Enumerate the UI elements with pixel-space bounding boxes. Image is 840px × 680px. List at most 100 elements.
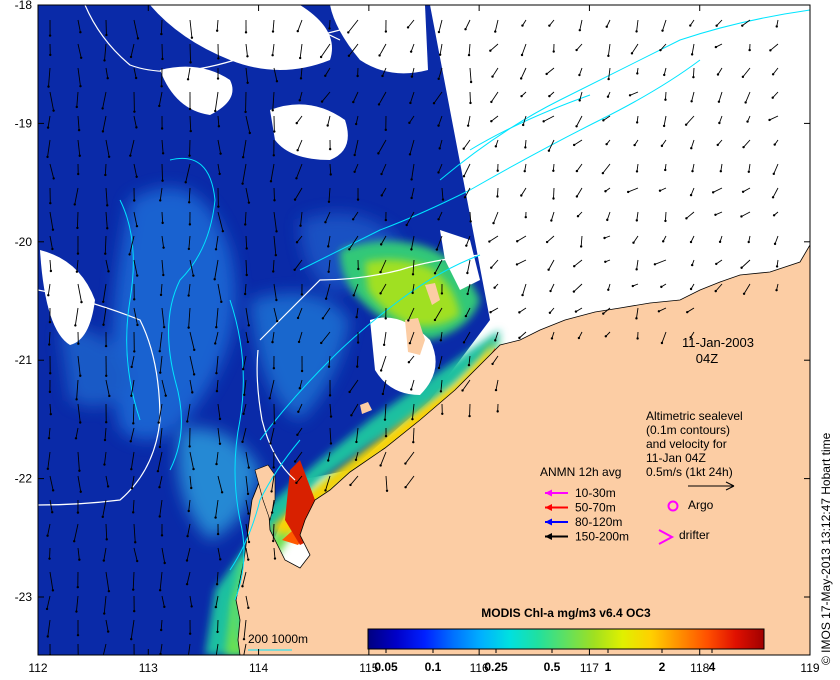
velocity-arrow bbox=[245, 499, 249, 514]
velocity-arrow-head bbox=[685, 217, 688, 220]
velocity-arrow-head bbox=[464, 28, 467, 31]
velocity-arrow-head bbox=[159, 371, 162, 374]
velocity-arrow-head bbox=[51, 228, 55, 231]
velocity-arrow-head bbox=[405, 223, 408, 227]
velocity-arrow bbox=[658, 307, 667, 312]
velocity-arrow bbox=[636, 307, 639, 319]
velocity-arrow-head bbox=[136, 323, 139, 327]
velocity-arrow-head bbox=[47, 436, 51, 440]
velocity-arrow-head bbox=[184, 181, 187, 184]
velocity-arrow bbox=[573, 259, 583, 267]
velocity-arrow bbox=[129, 139, 135, 156]
velocity-arrow-head bbox=[548, 24, 551, 27]
velocity-arrow-head bbox=[220, 300, 223, 304]
velocity-arrow-head bbox=[77, 661, 79, 663]
velocity-arrow bbox=[77, 355, 81, 376]
velocity-arrow bbox=[77, 403, 81, 423]
velocity-arrow bbox=[133, 19, 139, 39]
velocity-arrow bbox=[243, 643, 247, 655]
velocity-arrow bbox=[245, 307, 250, 326]
velocity-arrow-head bbox=[409, 50, 413, 53]
velocity-arrow bbox=[48, 427, 51, 439]
velocity-arrow-head bbox=[134, 541, 137, 544]
velocity-arrow-head bbox=[135, 175, 138, 178]
velocity-arrow-head bbox=[245, 273, 248, 277]
velocity-arrow bbox=[608, 67, 611, 80]
velocity-arrow bbox=[355, 427, 359, 442]
velocity-arrow-head bbox=[48, 557, 51, 560]
velocity-arrow bbox=[774, 235, 779, 245]
velocity-arrow-head bbox=[715, 24, 718, 27]
velocity-arrow-head bbox=[191, 391, 194, 394]
velocity-arrow-head bbox=[102, 559, 106, 562]
velocity-arrow-head bbox=[188, 154, 191, 157]
velocity-arrow bbox=[720, 163, 723, 172]
velocity-arrow-head bbox=[75, 105, 78, 109]
velocity-arrow bbox=[102, 643, 107, 655]
velocity-arrow-head bbox=[46, 126, 50, 129]
velocity-arrow-head bbox=[524, 146, 527, 149]
velocity-arrow-head bbox=[658, 189, 662, 192]
velocity-arrow bbox=[382, 67, 387, 77]
velocity-arrow-head bbox=[101, 130, 105, 133]
velocity-arrow bbox=[189, 19, 193, 38]
velocity-arrow-head bbox=[689, 336, 692, 339]
velocity-arrow bbox=[77, 115, 80, 131]
velocity-arrow bbox=[245, 235, 248, 249]
velocity-arrow bbox=[244, 283, 247, 295]
velocity-arrow-head bbox=[404, 486, 407, 489]
velocity-arrow bbox=[297, 139, 303, 151]
velocity-arrow bbox=[245, 331, 249, 343]
velocity-arrow-head bbox=[106, 630, 110, 633]
velocity-arrow bbox=[299, 91, 303, 101]
velocity-arrow bbox=[185, 163, 191, 183]
velocity-arrow-head bbox=[462, 147, 465, 150]
velocity-arrow-head bbox=[272, 270, 275, 273]
velocity-arrow bbox=[327, 235, 331, 247]
velocity-arrow-head bbox=[466, 271, 469, 275]
velocity-arrow bbox=[47, 139, 51, 157]
velocity-arrow bbox=[161, 595, 165, 607]
velocity-arrow bbox=[665, 91, 667, 100]
velocity-arrow bbox=[49, 211, 54, 230]
velocity-arrow bbox=[741, 259, 751, 269]
velocity-arrow bbox=[770, 43, 779, 51]
velocity-arrow bbox=[325, 211, 331, 223]
velocity-arrow-head bbox=[607, 288, 610, 291]
velocity-arrow-head bbox=[218, 172, 221, 176]
velocity-arrow bbox=[412, 427, 415, 443]
velocity-arrow bbox=[188, 643, 191, 655]
velocity-arrow bbox=[245, 523, 250, 543]
velocity-arrow bbox=[516, 259, 527, 265]
velocity-arrow-head bbox=[247, 466, 250, 469]
velocity-arrow bbox=[467, 283, 471, 294]
velocity-arrow-head bbox=[494, 30, 497, 33]
velocity-arrow bbox=[188, 187, 191, 203]
velocity-arrow bbox=[405, 451, 415, 464]
velocity-arrow-head bbox=[690, 100, 693, 103]
velocity-arrow bbox=[47, 451, 51, 469]
velocity-arrow bbox=[75, 595, 79, 612]
depth-legend-label: 200 1000m bbox=[248, 632, 308, 646]
velocity-arrow bbox=[742, 187, 751, 193]
altimetric-legend: Altimetric sealevel (0.1m contours) and … bbox=[646, 409, 743, 491]
velocity-arrow-head bbox=[408, 153, 412, 156]
velocity-arrow bbox=[329, 427, 332, 444]
velocity-arrow-head bbox=[404, 462, 407, 465]
velocity-arrow-head bbox=[327, 245, 330, 248]
velocity-arrow-head bbox=[79, 490, 82, 493]
velocity-arrow bbox=[102, 91, 107, 109]
velocity-arrow-head bbox=[128, 253, 131, 256]
velocity-arrow bbox=[465, 19, 471, 30]
velocity-arrow bbox=[76, 211, 79, 228]
velocity-arrow-head bbox=[575, 48, 578, 52]
velocity-arrow-head bbox=[77, 128, 81, 132]
velocity-arrow bbox=[633, 235, 639, 243]
islands bbox=[360, 283, 440, 414]
velocity-arrow bbox=[297, 427, 303, 436]
velocity-arrow-head bbox=[689, 24, 692, 27]
velocity-arrow-head bbox=[214, 516, 217, 519]
velocity-arrow-head bbox=[79, 56, 83, 59]
velocity-arrow bbox=[47, 619, 51, 637]
velocity-arrow-head bbox=[77, 342, 80, 345]
